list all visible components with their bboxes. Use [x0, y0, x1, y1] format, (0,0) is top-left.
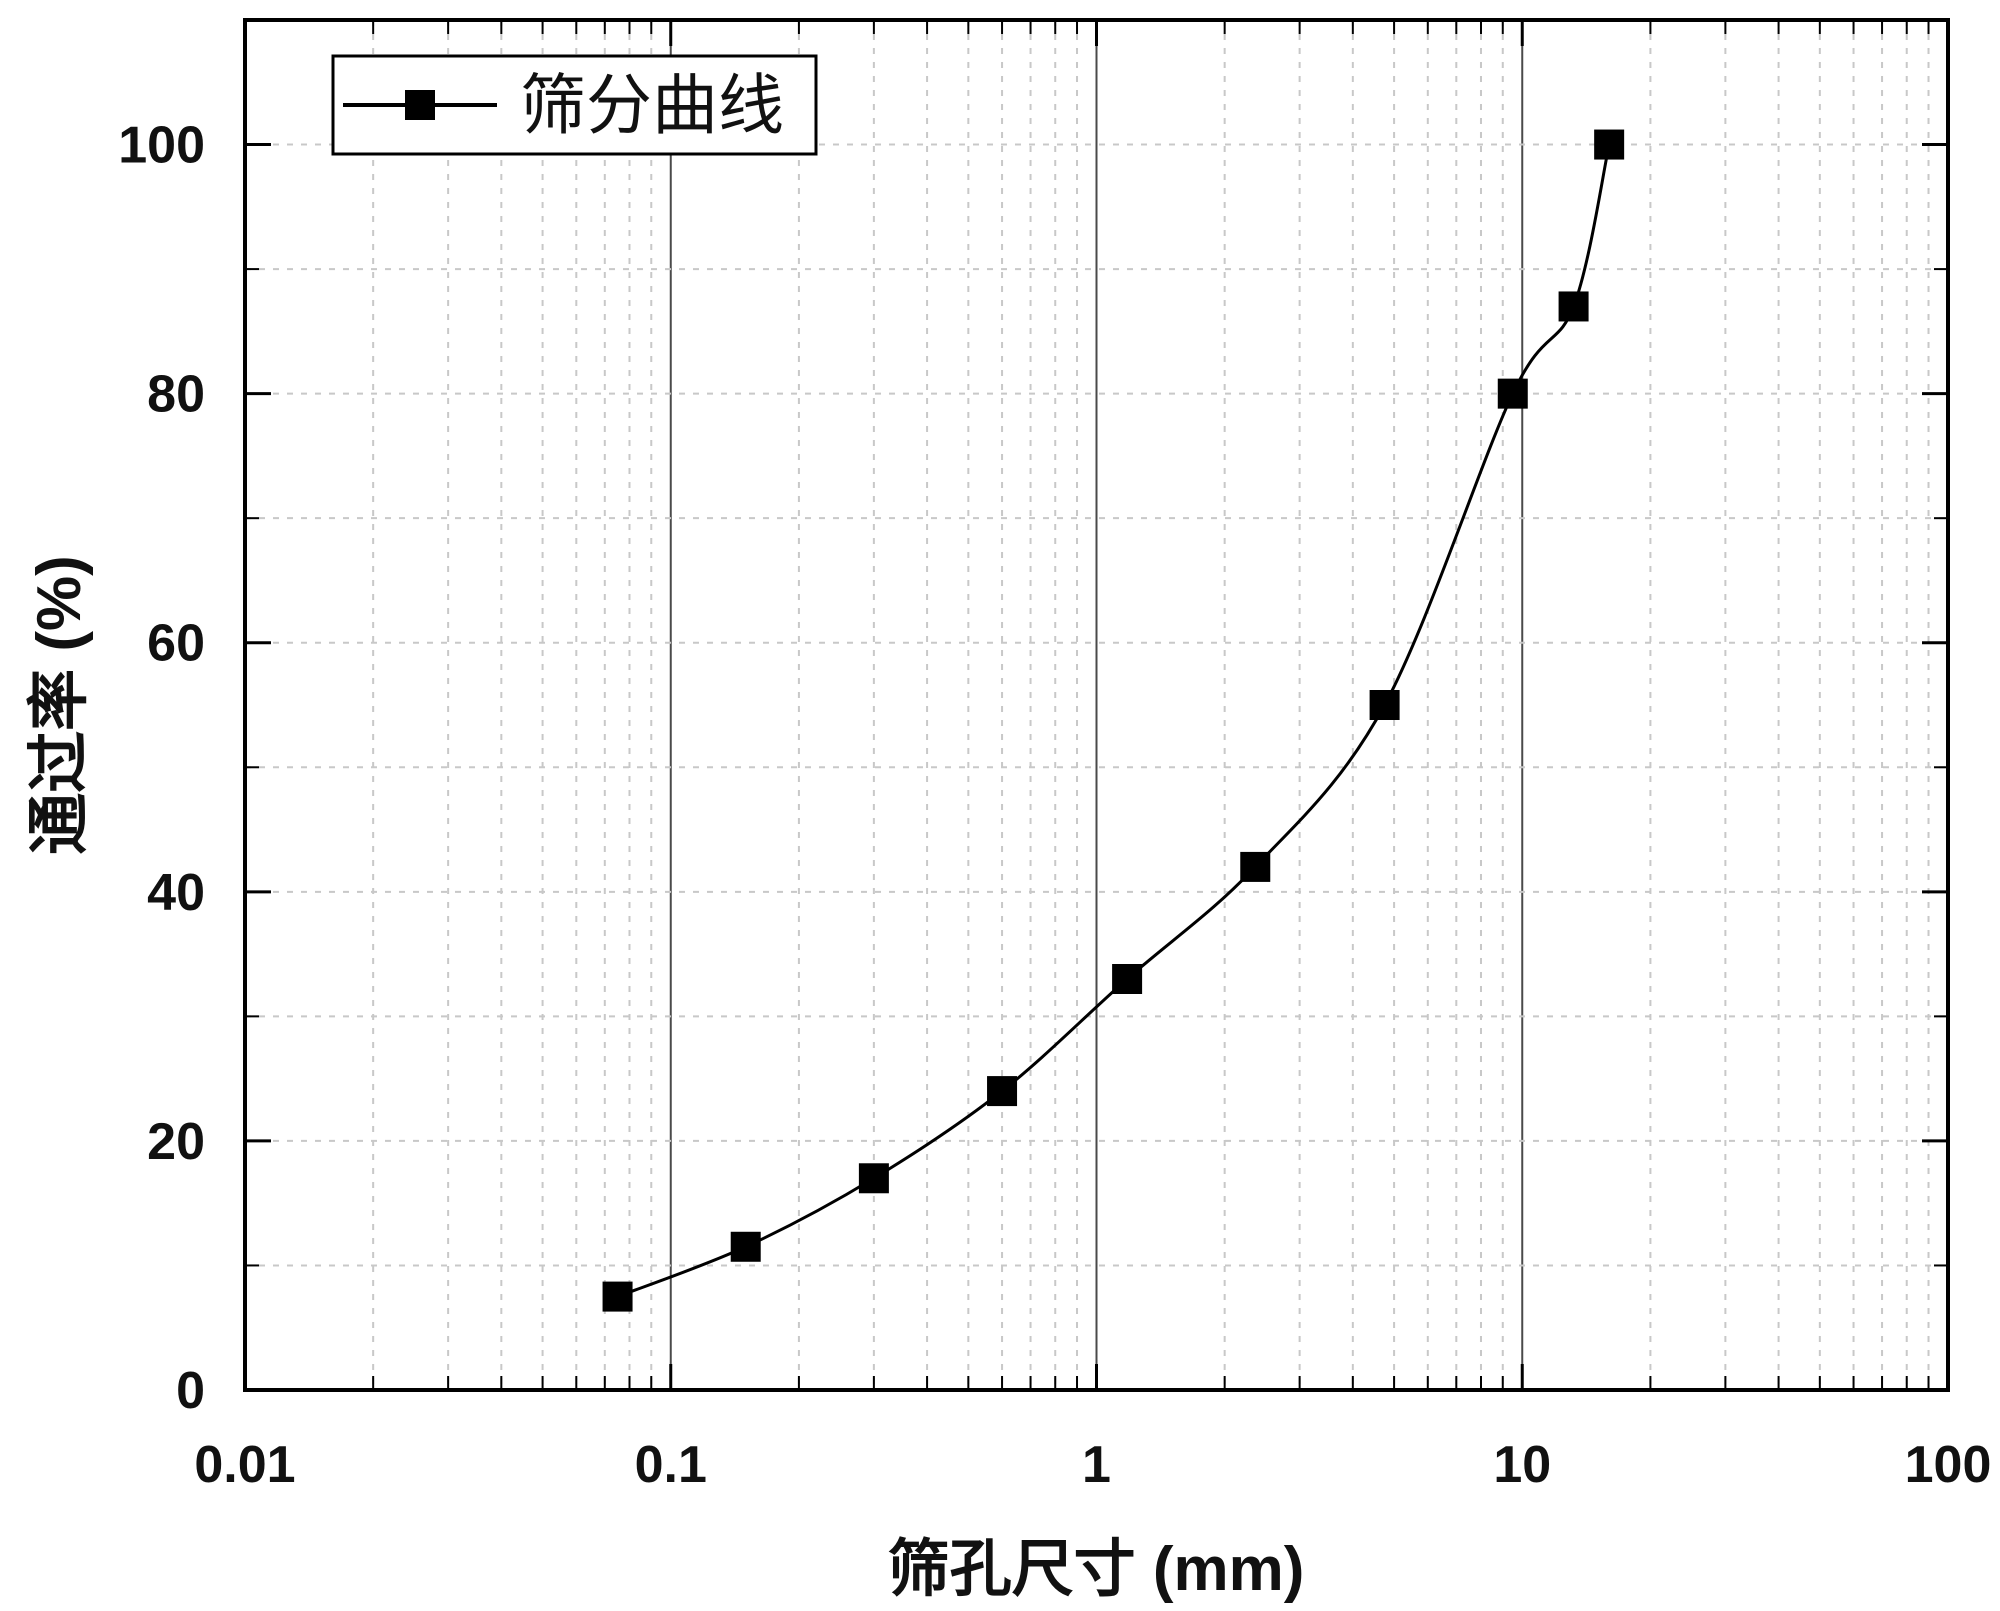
y-axis-title: 通过率 (%) [25, 555, 94, 855]
series-line [617, 144, 1611, 1298]
y-tick-label: 60 [147, 615, 205, 673]
x-tick-label: 0.01 [194, 1436, 295, 1494]
tick-layer [243, 20, 1948, 1392]
data-point-marker [1558, 291, 1589, 322]
data-point-marker [1240, 851, 1271, 882]
data-point-marker [730, 1231, 761, 1262]
data-point-marker [858, 1163, 889, 1194]
y-tick-label: 20 [147, 1113, 205, 1171]
x-axis-title: 筛孔尺寸 (mm) [888, 1535, 1305, 1604]
x-tick-label: 0.1 [635, 1436, 707, 1494]
y-tick-label: 100 [118, 117, 205, 175]
grid-layer [245, 20, 1948, 1390]
marker-layer [602, 129, 1625, 1312]
legend-label: 筛分曲线 [520, 68, 784, 142]
data-point-marker [1369, 690, 1400, 720]
data-point-marker [602, 1281, 633, 1312]
y-tick-label: 0 [176, 1362, 205, 1420]
y-tick-label: 40 [147, 864, 205, 922]
x-tick-label: 10 [1493, 1436, 1551, 1494]
data-point-marker [987, 1076, 1018, 1107]
y-tick-labels: 0 20 40 60 80 100 [118, 117, 205, 1420]
data-point-marker [1112, 964, 1143, 994]
curve-layer [617, 144, 1611, 1298]
x-tick-label: 100 [1905, 1436, 1992, 1494]
data-point-marker [1497, 378, 1528, 409]
y-tick-label: 80 [147, 366, 205, 424]
legend: 筛分曲线 [331, 54, 818, 156]
x-tick-labels: 0.01 0.1 1 10 100 [194, 1436, 1991, 1494]
x-tick-label: 1 [1082, 1436, 1111, 1494]
legend-square-marker-icon [405, 90, 435, 120]
data-point-marker [1594, 129, 1625, 160]
